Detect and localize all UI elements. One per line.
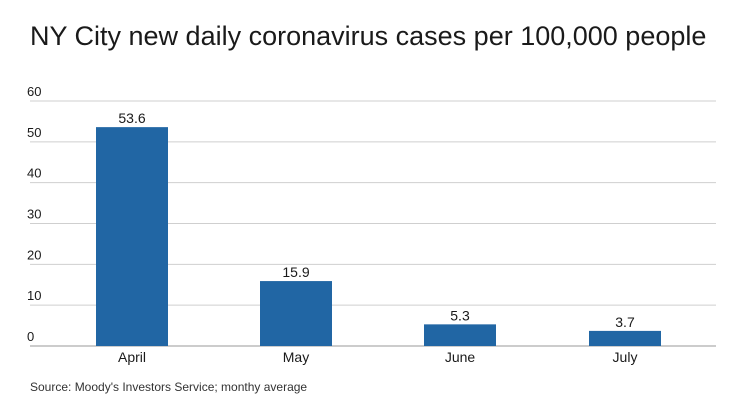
y-tick-label: 0	[27, 329, 34, 344]
y-tick-label: 30	[27, 207, 41, 222]
y-tick-label: 20	[27, 247, 41, 262]
bar-april	[96, 127, 168, 346]
data-label: 3.7	[615, 314, 635, 330]
data-labels: 53.6 15.9 5.3 3.7	[118, 110, 635, 330]
source-note: Source: Moody's Investors Service; month…	[30, 380, 308, 394]
x-tick-label: June	[445, 349, 476, 365]
y-tick-labels: 0 10 20 30 40 50 60	[27, 84, 41, 344]
bar-july	[589, 330, 661, 346]
x-tick-label: July	[613, 349, 638, 365]
y-tick-label: 50	[27, 125, 41, 140]
x-tick-label: April	[118, 349, 146, 365]
bar-june	[424, 324, 496, 346]
bars	[96, 127, 661, 346]
y-tick-label: 60	[27, 84, 41, 99]
x-tick-label: May	[283, 349, 309, 365]
chart-title: NY City new daily coronavirus cases per …	[30, 21, 707, 51]
x-tick-labels: April May June July	[118, 349, 637, 365]
y-tick-label: 40	[27, 166, 41, 181]
bar-may	[260, 281, 332, 346]
y-tick-label: 10	[27, 288, 41, 303]
data-label: 53.6	[118, 110, 145, 126]
data-label: 15.9	[282, 264, 309, 280]
data-label: 5.3	[450, 307, 470, 323]
